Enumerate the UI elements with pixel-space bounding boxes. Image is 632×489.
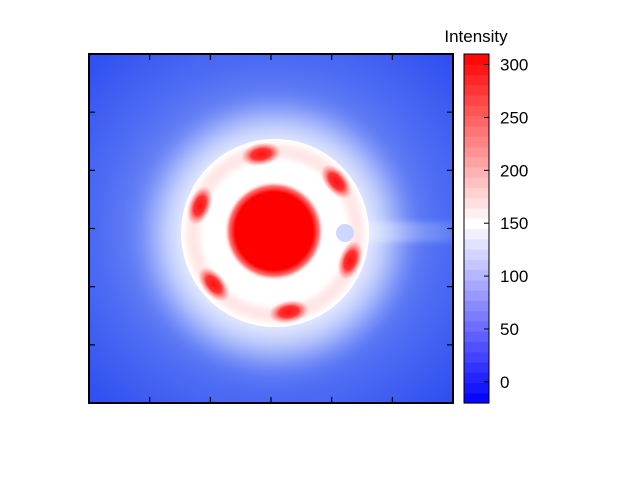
colorbar-step (464, 187, 489, 199)
colorbar-step (464, 197, 489, 209)
colorbar-step (464, 177, 489, 189)
colorbar-step (464, 74, 489, 86)
colorbar-step (464, 105, 489, 117)
colorbar-frame (463, 53, 490, 404)
colorbar-tick-label: 300 (500, 56, 528, 75)
colorbar-step (464, 228, 489, 240)
colorbar-step (464, 249, 489, 260)
colorbar-step (464, 320, 489, 332)
colorbar-step (464, 310, 489, 322)
beamstop-shadow (336, 224, 354, 242)
colorbar-tick-label: 150 (500, 214, 528, 233)
colorbar-step (464, 218, 489, 230)
colorbar-ticks: 0 50 100 150 200 250 300 (484, 56, 528, 392)
colorbar-tick-label: 0 (500, 373, 509, 392)
axis-ticks (88, 53, 454, 404)
colorbar-step (464, 54, 489, 65)
ring-peak (267, 299, 311, 325)
colorbar-step (464, 290, 489, 301)
colorbar-step (464, 279, 489, 291)
colorbar-step (464, 156, 489, 168)
colorbar-step (464, 146, 489, 158)
colorbar-step (464, 95, 489, 106)
colorbar-step (464, 125, 489, 137)
colorbar-tick-label: 100 (500, 267, 528, 286)
colorbar-step (464, 341, 489, 353)
colorbar-step (464, 392, 489, 404)
colorbar-tick-label: 200 (500, 161, 528, 180)
colorbar-step (464, 136, 489, 147)
colorbar-step (464, 372, 489, 384)
colorbar-step (464, 331, 489, 343)
ring-peak (319, 163, 354, 201)
ring-peak (196, 265, 231, 303)
colorbar-step (464, 382, 489, 394)
colorbar-step (464, 64, 489, 76)
colorbar-step (464, 351, 489, 363)
colorbar-step (464, 259, 489, 271)
ring-peak (186, 184, 214, 227)
colorbar-tick-label: 250 (500, 108, 528, 127)
colorbar-step (464, 238, 489, 250)
heatmap-core (224, 181, 324, 281)
colorbar-step (464, 300, 489, 312)
colorbar-step (464, 166, 489, 178)
ring-peak (336, 239, 364, 282)
colorbar-step (464, 207, 489, 219)
colorbar-step (464, 361, 489, 373)
colorbar-step (464, 269, 489, 281)
colorbar-step (464, 115, 489, 127)
ring-spots (186, 141, 364, 325)
ring-peak (239, 141, 283, 167)
colorbar-title: Intensity (444, 27, 508, 46)
colorbar-gradient (464, 54, 489, 404)
heatmap-image (89, 54, 453, 403)
colorbar-tick-label: 50 (500, 320, 519, 339)
colorbar-step (464, 84, 489, 96)
